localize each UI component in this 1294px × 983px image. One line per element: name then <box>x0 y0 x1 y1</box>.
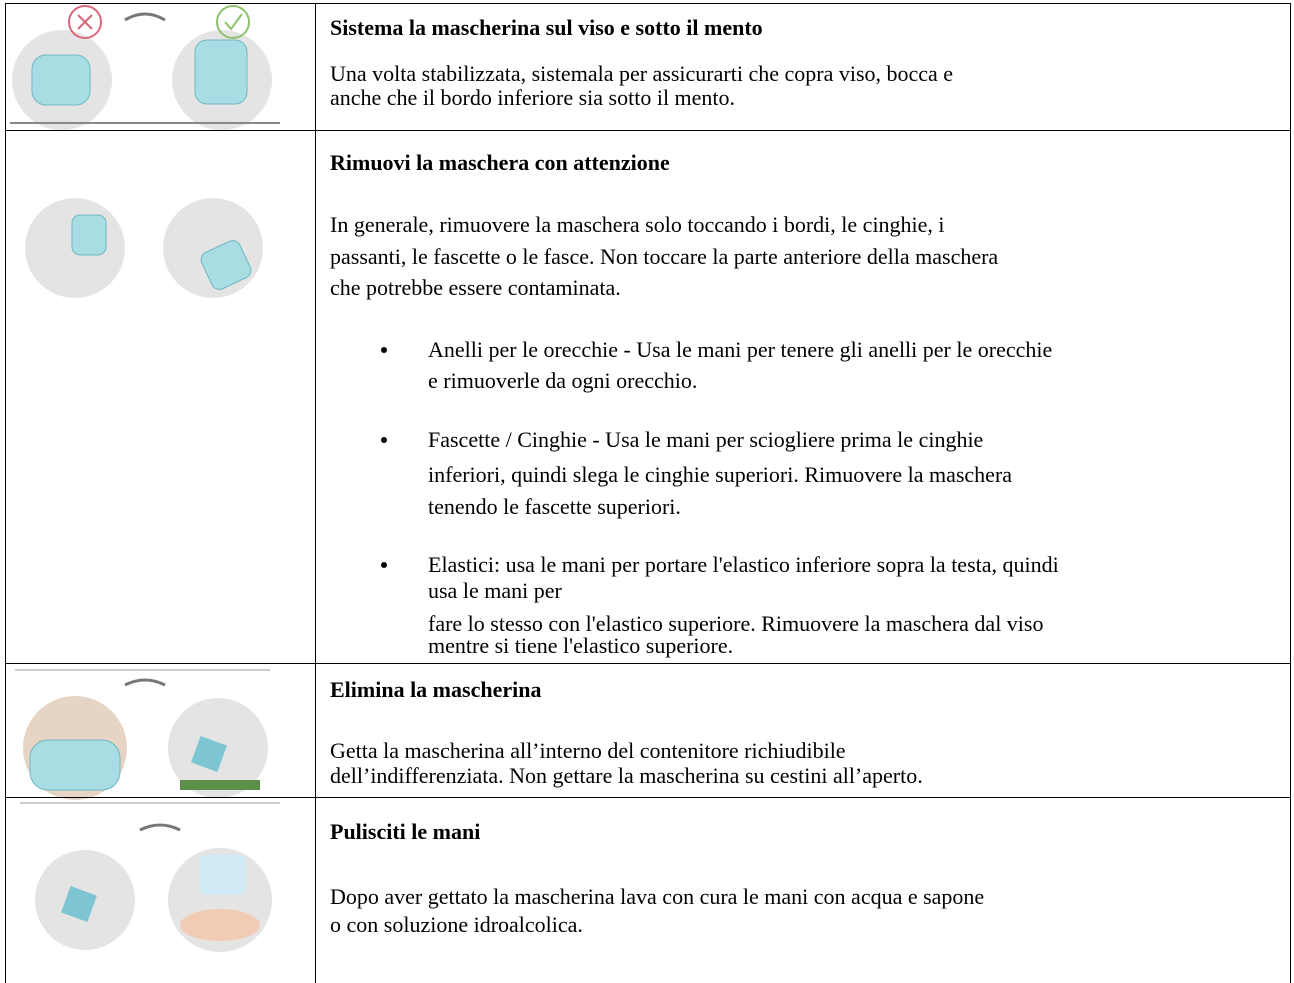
table-border <box>5 3 1291 4</box>
bullet-line: Anelli per le orecchie - Usa le mani per… <box>428 337 1053 362</box>
bullet-line: Fascette / Cinghie - Usa le mani per sci… <box>428 427 984 452</box>
row-title: Sistema la mascherina sul viso e sotto i… <box>330 15 763 40</box>
bullet-line: usa le mani per <box>428 578 562 603</box>
bullet-dot <box>381 347 387 353</box>
row-title: Pulisciti le mani <box>330 819 481 844</box>
paragraph-line: In generale, rimuovere la maschera solo … <box>330 212 945 237</box>
paragraph-line: che potrebbe essere contaminata. <box>330 275 621 300</box>
column-divider <box>315 3 316 983</box>
paragraph-line: Una volta stabilizzata, sistemala per as… <box>330 61 954 86</box>
paragraph-line: dell’indifferenziata. Non gettare la mas… <box>330 763 923 788</box>
illustration-fit <box>10 12 280 130</box>
bullet-dot <box>381 562 387 568</box>
row-divider <box>5 130 1291 131</box>
bullet-line: fare lo stesso con l'elastico superiore.… <box>428 611 1044 636</box>
paragraph-line: Getta la mascherina all’interno del cont… <box>330 738 846 763</box>
illustrations <box>10 5 280 952</box>
row-title: Rimuovi la maschera con attenzione <box>330 150 670 175</box>
row-divider <box>5 663 1291 664</box>
table-border <box>1290 3 1291 983</box>
paragraph-line: o con soluzione idroalcolica. <box>330 912 583 937</box>
bullet-line: inferiori, quindi slega le cinghie super… <box>428 462 1013 487</box>
row-divider <box>5 797 1291 798</box>
bullet-dot <box>381 437 387 443</box>
row-title: Elimina la mascherina <box>330 677 542 702</box>
bullet-line: e rimuoverle da ogni orecchio. <box>428 368 698 393</box>
paragraph-line: passanti, le fascette o le fasce. Non to… <box>330 244 999 269</box>
bullet-line: mentre si tiene l'elastico superiore. <box>428 633 734 658</box>
table-border <box>5 3 6 983</box>
illustration-remove <box>25 5 263 298</box>
bullet-line: tenendo le fascette superiori. <box>428 494 681 519</box>
illustration-dispose <box>15 669 270 800</box>
bullet-line: Elastici: usa le mani per portare l'elas… <box>428 552 1059 577</box>
paragraph-line: Dopo aver gettato la mascherina lava con… <box>330 884 985 909</box>
paragraph-line: anche che il bordo inferiore sia sotto i… <box>330 85 736 110</box>
illustration-hands <box>20 802 280 952</box>
